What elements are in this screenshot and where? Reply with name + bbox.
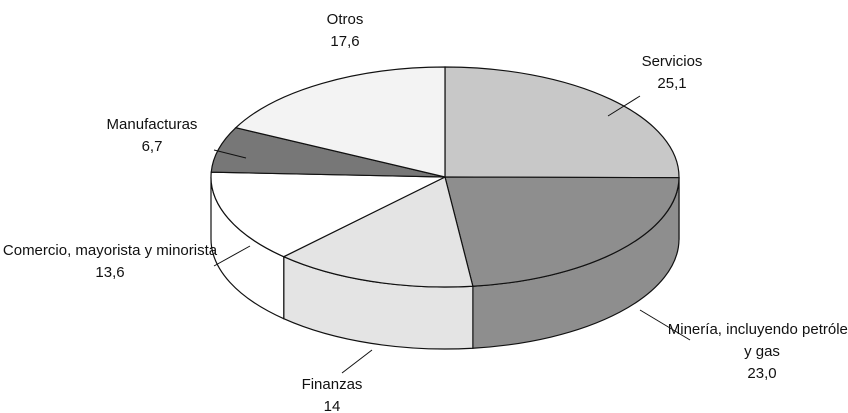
slice	[210, 171, 446, 258]
leader-line	[213, 245, 251, 267]
value-label: 17,6	[330, 33, 360, 50]
value-label: 25,1	[657, 75, 687, 92]
category-name: Manufacturas	[106, 116, 198, 133]
category-name: Otros	[326, 11, 364, 28]
leader-line	[213, 149, 247, 159]
category-name: Finanzas	[301, 376, 363, 393]
leader-line	[607, 95, 641, 117]
slice	[444, 176, 680, 287]
slice	[282, 176, 474, 288]
value-label: 6,7	[141, 138, 163, 155]
leader-line	[341, 349, 373, 374]
slice-label: Manufacturas 6,7	[77, 114, 227, 158]
value-label: 23,0	[747, 365, 777, 382]
category-name: Comercio, mayorista y minorista	[2, 242, 218, 259]
category-name: Servicios	[641, 53, 703, 70]
slice-label: Otros 17,6	[295, 9, 395, 53]
slice-label: Minería, incluyendo petróleo y gas 23,0	[667, 319, 848, 385]
value-label: 13,6	[95, 264, 125, 281]
category-name: Minería, incluyendo petróleo y gas	[667, 321, 848, 360]
slice	[234, 66, 446, 178]
value-label: 14	[323, 398, 341, 413]
slice-label: Comercio, mayorista y minorista 13,6	[0, 240, 220, 284]
slice-label: Finanzas 14	[272, 374, 392, 413]
leader-line	[639, 309, 691, 341]
slice-label: Servicios 25,1	[612, 51, 732, 95]
slice	[444, 66, 680, 179]
